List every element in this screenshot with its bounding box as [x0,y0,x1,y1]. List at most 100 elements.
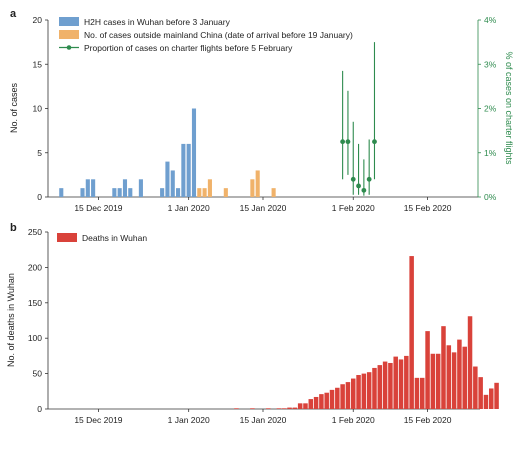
bar-deaths [345,382,351,409]
y2-tick-label: 4% [484,15,497,25]
bar-h2h [176,188,181,197]
y-tick-label: 100 [28,333,42,343]
bar-deaths [473,366,478,409]
bar-h2h [186,143,191,197]
panel-a-y-label: No. of cases [9,82,19,133]
panel-b-bars [234,256,499,409]
panel-b-x-ticks: 15 Dec 2019 1 Jan 2020 15 Jan 2020 1 Feb 20… [74,409,452,425]
x-tick-label: 1 Feb 2020 [332,415,375,425]
y-tick-label: 0 [37,192,42,202]
charter-point [361,187,367,193]
x-tick-label: 15 Dec 2019 [74,415,122,425]
bar-deaths [250,408,255,409]
bar-deaths [313,396,319,409]
bar-deaths [462,346,467,409]
legend-dot-charter [66,45,72,50]
y-tick-label: 20 [33,15,43,25]
y-tick-label: 150 [28,298,42,308]
panel-a-x-ticks: 15 Dec 2019 1 Jan 2020 15 Jan 2020 1 Feb 20… [74,197,452,213]
bar-deaths [382,361,388,409]
x-tick-label: 1 Jan 2020 [168,203,210,213]
bar-deaths [297,403,303,409]
bar-deaths [430,353,436,409]
panel-b-y-ticks: 0 50 100 150 200 250 [28,227,48,414]
panel-a-y-ticks: 0 5 10 15 20 [33,15,48,202]
bar-deaths [420,377,425,409]
bar-deaths [451,352,457,409]
x-tick-label: 15 Feb 2020 [404,203,452,213]
legend-swatch-deaths [57,233,77,242]
bar-deaths [319,394,324,409]
y2-tick-label: 3% [484,59,497,69]
panel-a-letter: a [10,8,17,20]
bar-deaths [361,373,367,409]
x-tick-label: 15 Jan 2020 [240,203,287,213]
bar-h2h [138,179,143,197]
bar-deaths [266,408,271,409]
panel-b-legend: Deaths in Wuhan [57,233,147,243]
bar-outside-china [271,188,276,197]
panel-a-errorbars [340,42,377,196]
y-tick-label: 200 [28,262,42,272]
bar-deaths [425,331,430,409]
bar-deaths [457,339,462,409]
bar-deaths [234,408,239,409]
panel-a-y2-label: % of cases on charter flights [504,51,514,165]
panel-a-legend: H2H cases in Wuhan before 3 January No. … [59,17,353,53]
panel-a: a 0 5 10 15 20 0% 1% 2% 3% 4% 15 Dec 2019 1 Jan 2… [9,8,514,213]
x-tick-label: 15 Dec 2019 [74,203,122,213]
y-tick-label: 5 [37,148,42,158]
bar-deaths [494,382,499,409]
bar-deaths [414,377,420,409]
bar-deaths [467,316,473,409]
bar-deaths [335,387,340,409]
charter-point [350,176,356,182]
y-tick-label: 0 [37,404,42,414]
charter-point [372,139,377,145]
bar-h2h [160,188,165,197]
bar-deaths [287,407,292,409]
panel-a-bars [59,108,276,197]
y-tick-label: 10 [33,104,43,114]
bar-deaths [435,353,441,409]
bar-deaths [276,408,282,409]
bar-outside-china [255,170,260,197]
y2-tick-label: 1% [484,148,497,158]
bar-deaths [388,362,393,409]
bar-deaths [366,372,372,409]
bar-h2h [80,188,85,197]
bar-deaths [350,378,356,409]
bar-deaths [398,359,404,409]
bar-h2h [128,188,133,197]
bar-outside-china [202,188,207,197]
bar-deaths [292,407,298,409]
bar-deaths [377,365,383,409]
bar-deaths [483,394,489,409]
panel-b-y-label: No. of deaths in Wuhan [6,273,16,367]
bar-deaths [489,388,494,409]
bar-h2h [85,179,90,197]
bar-h2h [112,188,117,197]
x-tick-label: 15 Jan 2020 [240,415,287,425]
bar-outside-china [207,179,212,197]
y-tick-label: 15 [33,59,43,69]
bar-outside-china [250,179,255,197]
bar-h2h [117,188,122,197]
bar-h2h [191,108,197,197]
bar-outside-china [223,188,228,197]
bar-deaths [372,367,377,409]
legend-label-charter: Proportion of cases on charter flights b… [84,43,293,53]
legend-label-h2h: H2H cases in Wuhan before 3 January [84,17,231,27]
charter-point [345,139,351,145]
legend-label-outside-china: No. of cases outside mainland China (dat… [84,30,353,40]
bar-deaths [303,403,308,409]
legend-swatch-outside-china [59,30,79,39]
legend-label-deaths: Deaths in Wuhan [82,233,147,243]
bar-deaths [478,377,483,409]
y2-tick-label: 2% [484,104,497,114]
bar-deaths [441,326,446,409]
y-tick-label: 50 [33,369,43,379]
bar-h2h [170,170,175,197]
